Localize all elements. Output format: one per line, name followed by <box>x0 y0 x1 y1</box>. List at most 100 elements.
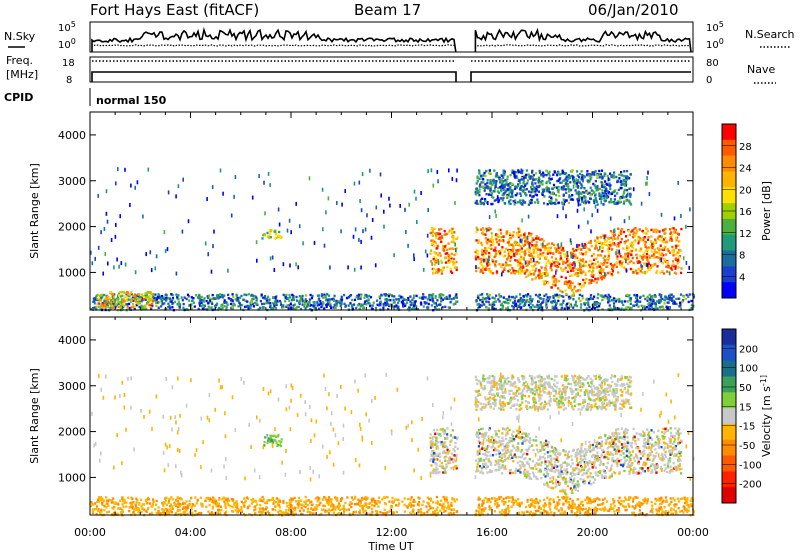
heatmap-cell <box>518 252 521 256</box>
nsearch-label: N.Search <box>745 28 795 41</box>
heatmap-cell <box>569 198 572 201</box>
colorbar-tick-label: 28 <box>739 142 752 153</box>
heatmap-cell <box>583 191 586 194</box>
heatmap-cell <box>570 188 573 192</box>
heatmap-cell <box>497 228 500 232</box>
heatmap-cell <box>502 296 505 299</box>
heatmap-cell <box>662 254 665 257</box>
heatmap-cell <box>453 296 456 300</box>
heatmap-cell <box>197 307 200 311</box>
heatmap-cell <box>226 497 229 500</box>
heatmap-cell <box>309 304 312 307</box>
heatmap-cell <box>366 295 369 299</box>
heatmap-cell <box>661 252 664 255</box>
heatmap-cell <box>493 307 496 310</box>
heatmap-cell <box>598 265 601 268</box>
heatmap-cell <box>375 502 378 505</box>
heatmap-cell <box>680 227 683 231</box>
heatmap-cell <box>538 273 542 276</box>
heatmap-cell <box>262 296 265 299</box>
heatmap-cell <box>474 201 477 205</box>
heatmap-cell <box>317 303 320 306</box>
heatmap-cell <box>687 509 690 512</box>
heatmap-cell <box>577 247 580 250</box>
heatmap-cell <box>531 184 534 187</box>
heatmap-cell <box>626 300 629 303</box>
heatmap-cell <box>618 297 621 301</box>
heatmap-cell <box>485 228 488 233</box>
heatmap-cell <box>277 234 280 237</box>
heatmap-cell <box>177 513 180 516</box>
heatmap-cell <box>619 180 622 184</box>
heatmap-cell <box>443 497 446 500</box>
heatmap-cell <box>412 305 415 309</box>
heatmap-cell <box>609 172 612 175</box>
heatmap-cell <box>148 303 151 307</box>
heatmap-cell <box>599 194 603 197</box>
heatmap-cell <box>603 189 607 193</box>
heatmap-cell <box>628 192 631 196</box>
heatmap-cell <box>648 307 651 310</box>
heatmap-cell <box>535 246 538 250</box>
heatmap-cell <box>594 197 597 200</box>
heatmap-cell <box>676 303 679 306</box>
heatmap-cell <box>230 498 233 501</box>
heatmap-cell <box>677 258 680 261</box>
heatmap-cell <box>290 230 292 235</box>
heatmap-cell <box>594 303 597 306</box>
heatmap-cell <box>131 296 135 299</box>
heatmap-cell <box>639 503 642 507</box>
heatmap-cell <box>575 300 578 303</box>
heatmap-cell <box>589 281 592 284</box>
heatmap-cell <box>520 255 523 258</box>
heatmap-cell <box>592 171 595 174</box>
heatmap-cell <box>548 170 551 174</box>
heatmap-cell <box>507 254 510 258</box>
heatmap-cell <box>542 298 545 301</box>
heatmap-cell <box>450 230 454 233</box>
heatmap-cell <box>207 302 210 305</box>
heatmap-cell <box>558 294 561 297</box>
heatmap-cell <box>551 260 554 263</box>
heatmap-cell <box>477 302 481 306</box>
heatmap-cell <box>125 501 128 504</box>
heatmap-cell <box>553 247 557 250</box>
heatmap-cell <box>241 303 244 307</box>
heatmap-cell <box>603 238 606 241</box>
heatmap-cell <box>555 186 559 189</box>
heatmap-cell <box>289 263 291 268</box>
heatmap-cell <box>674 229 677 232</box>
heatmap-cell <box>655 255 658 259</box>
heatmap-cell <box>303 305 306 308</box>
heatmap-cell <box>147 498 150 501</box>
heatmap-cell <box>413 302 416 306</box>
heatmap-cell <box>525 188 528 191</box>
heatmap-cell <box>511 195 514 198</box>
heatmap-cell <box>535 235 538 238</box>
heatmap-cell <box>250 293 254 297</box>
heatmap-cell <box>665 305 668 308</box>
heatmap-cell <box>495 180 498 183</box>
heatmap-cell <box>441 298 444 301</box>
heatmap-cell <box>309 293 312 297</box>
heatmap-cell <box>519 234 522 237</box>
heatmap-cell <box>123 291 126 294</box>
heatmap-cell <box>131 497 134 501</box>
heatmap-cell <box>548 191 551 194</box>
heatmap-cell <box>475 265 477 270</box>
heatmap-cell <box>617 227 620 230</box>
heatmap-cell <box>432 244 436 247</box>
heatmap-cell <box>517 300 520 303</box>
heatmap-cell <box>167 302 170 305</box>
heatmap-cell <box>449 301 452 304</box>
heatmap-cell <box>353 267 356 272</box>
heatmap-cell <box>304 302 307 306</box>
heatmap-cell <box>686 498 689 501</box>
heatmap-cell <box>377 500 380 503</box>
heatmap-cell <box>325 303 328 307</box>
heatmap-cell <box>667 510 670 513</box>
heatmap-cell <box>103 293 106 297</box>
heatmap-cell <box>160 305 163 308</box>
heatmap-cell <box>501 182 504 185</box>
heatmap-cell <box>654 304 657 308</box>
